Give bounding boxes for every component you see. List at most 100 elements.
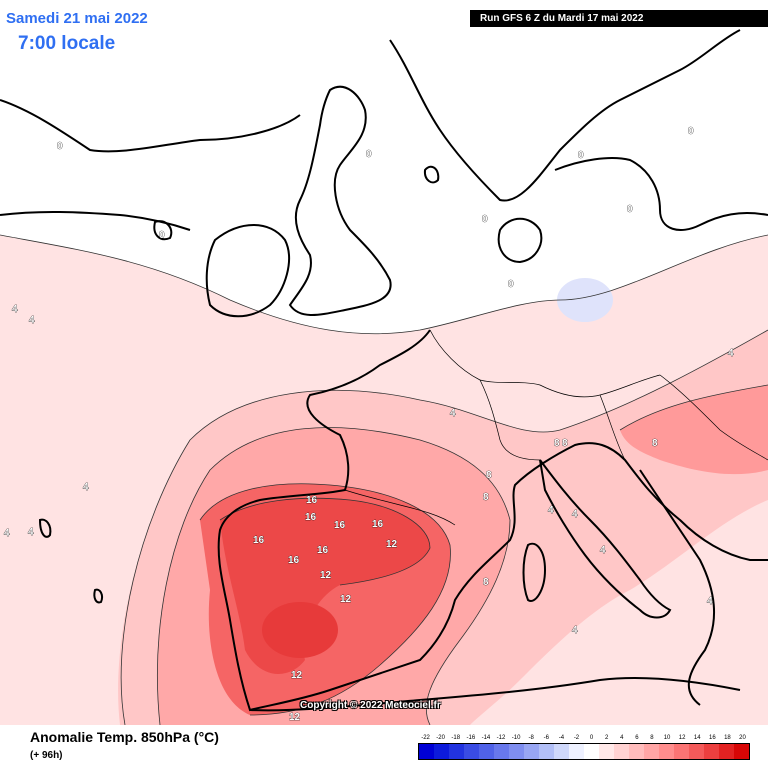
- scale-tick-label: 0: [589, 735, 594, 741]
- coastline-north-2: [0, 210, 191, 231]
- border-line: [344, 489, 456, 526]
- coastline-sardinia: [522, 542, 547, 602]
- lead-time: (+ 96h): [30, 750, 63, 761]
- contour-label: 0: [578, 150, 584, 161]
- contour-label: 12: [386, 539, 398, 550]
- contour-labels: 16 16 16 16 16 16 16 12 12 12 12 12 8 8 …: [4, 126, 735, 724]
- scale-swatch: [659, 744, 674, 759]
- isotherm-line: [0, 234, 768, 335]
- coastline-ireland: [205, 224, 290, 318]
- scale-tick-label: -6: [543, 735, 549, 741]
- contour-label: 0: [688, 126, 694, 137]
- color-scale-bar: [418, 743, 750, 760]
- isotherm-line: [219, 497, 431, 586]
- anomaly-field-8-east: [620, 385, 768, 475]
- contour-label: 16: [288, 555, 300, 566]
- coastline-north: [0, 99, 301, 153]
- contour-label: 4: [707, 596, 713, 607]
- contour-label: 4: [4, 528, 10, 539]
- scale-swatch: [449, 744, 464, 759]
- scale-tick-label: -16: [466, 735, 476, 741]
- scale-swatch: [719, 744, 734, 759]
- scale-swatch: [584, 744, 599, 759]
- isotherm-line: [199, 483, 451, 716]
- borders: [344, 329, 768, 526]
- contour-label: 8: [483, 492, 489, 503]
- coastline-island-2: [153, 220, 173, 241]
- contour-label: 0: [482, 214, 488, 225]
- contour-label: 4: [83, 482, 89, 493]
- contour-label: 0: [508, 279, 514, 290]
- scale-tick-label: 4: [620, 735, 624, 741]
- scale-tick-label: 16: [708, 735, 716, 741]
- coastline-africa: [249, 677, 741, 712]
- coastline-britain: [288, 85, 392, 316]
- scale-tick-label: -4: [558, 735, 565, 741]
- contour-label: 8: [554, 438, 560, 449]
- contour-label: 4: [600, 545, 606, 556]
- contour-label: 4: [548, 505, 554, 516]
- scale-tick-label: -2: [573, 735, 580, 741]
- scale-tick-label: -22: [421, 735, 430, 741]
- scale-swatch: [524, 744, 539, 759]
- scale-swatch: [464, 744, 479, 759]
- isotherm-line: [157, 427, 511, 725]
- scale-swatch: [629, 744, 644, 759]
- border-line: [599, 394, 626, 461]
- scale-tick-label: 14: [693, 735, 701, 741]
- map-canvas: 16 16 16 16 16 16 16 12 12 12 12 12 8 8 …: [0, 29, 768, 725]
- scale-tick-label: 12: [678, 735, 686, 741]
- coastline-scandinavia: [389, 29, 741, 202]
- contour-label: 8: [483, 577, 489, 588]
- contour-label: 4: [28, 527, 34, 538]
- contour-label: 16: [317, 545, 329, 556]
- scale-tick-label: 8: [650, 735, 654, 741]
- scale-tick-label: -12: [496, 735, 506, 741]
- forecast-date: Samedi 21 mai 2022: [6, 10, 148, 27]
- scale-tick-label: 6: [635, 735, 639, 741]
- contour-label: 16: [372, 519, 384, 530]
- contour-label: 12: [320, 570, 332, 581]
- color-scale: -22 -20 -18 -16 -14 -12 -10 -8 -6 -4 -2 0 2 4 6 8 10 12 14…: [418, 733, 750, 760]
- scale-swatch: [479, 744, 494, 759]
- contour-label: 4: [728, 348, 734, 359]
- coastline-italy: [539, 459, 672, 619]
- coastline-azores-2: [93, 588, 104, 604]
- anomaly-field-16-core: [262, 602, 338, 658]
- scale-swatch: [644, 744, 659, 759]
- scale-tick-label: 2: [605, 735, 609, 741]
- contour-label: 0: [627, 204, 633, 215]
- scale-tick-label: -8: [528, 735, 534, 741]
- contour-label: 4: [12, 304, 18, 315]
- border-line: [429, 329, 661, 398]
- scale-tick-label: -10: [511, 735, 521, 741]
- coastline-baltic-2: [554, 157, 768, 231]
- contour-label: 4: [572, 625, 578, 636]
- isotherm-line: [120, 329, 768, 725]
- coastline-island: [423, 165, 440, 184]
- scale-swatch: [689, 744, 704, 759]
- contour-label: 8: [562, 438, 568, 449]
- scale-swatch: [614, 744, 629, 759]
- coastlines: [0, 29, 768, 712]
- legend-footer: Anomalie Temp. 850hPa (°C) (+ 96h) -22 -2…: [0, 725, 768, 768]
- contour-label: 0: [159, 230, 165, 241]
- isotherm-line: [619, 384, 768, 431]
- variable-title: Anomalie Temp. 850hPa (°C): [30, 729, 219, 745]
- scale-tick-label: -20: [436, 735, 445, 741]
- contour-label: 4: [29, 315, 35, 326]
- coastline-azores: [38, 518, 52, 538]
- contour-label: 8: [652, 438, 658, 449]
- scale-tick-label: 20: [739, 735, 746, 741]
- scale-swatch: [539, 744, 554, 759]
- color-scale-ticks: -22 -20 -18 -16 -14 -12 -10 -8 -6 -4 -2 0 2 4 6 8 10 12 14…: [418, 733, 750, 743]
- scale-tick-label: -14: [481, 735, 491, 741]
- scale-swatch: [599, 744, 614, 759]
- model-run-label: Run GFS 6 Z du Mardi 17 mai 2022: [470, 10, 768, 27]
- contour-label: 0: [366, 149, 372, 160]
- contour-label: 12: [289, 712, 301, 723]
- scale-tick-label: 10: [663, 735, 671, 741]
- contour-label: 0: [57, 141, 63, 152]
- contour-label: 8: [486, 470, 492, 481]
